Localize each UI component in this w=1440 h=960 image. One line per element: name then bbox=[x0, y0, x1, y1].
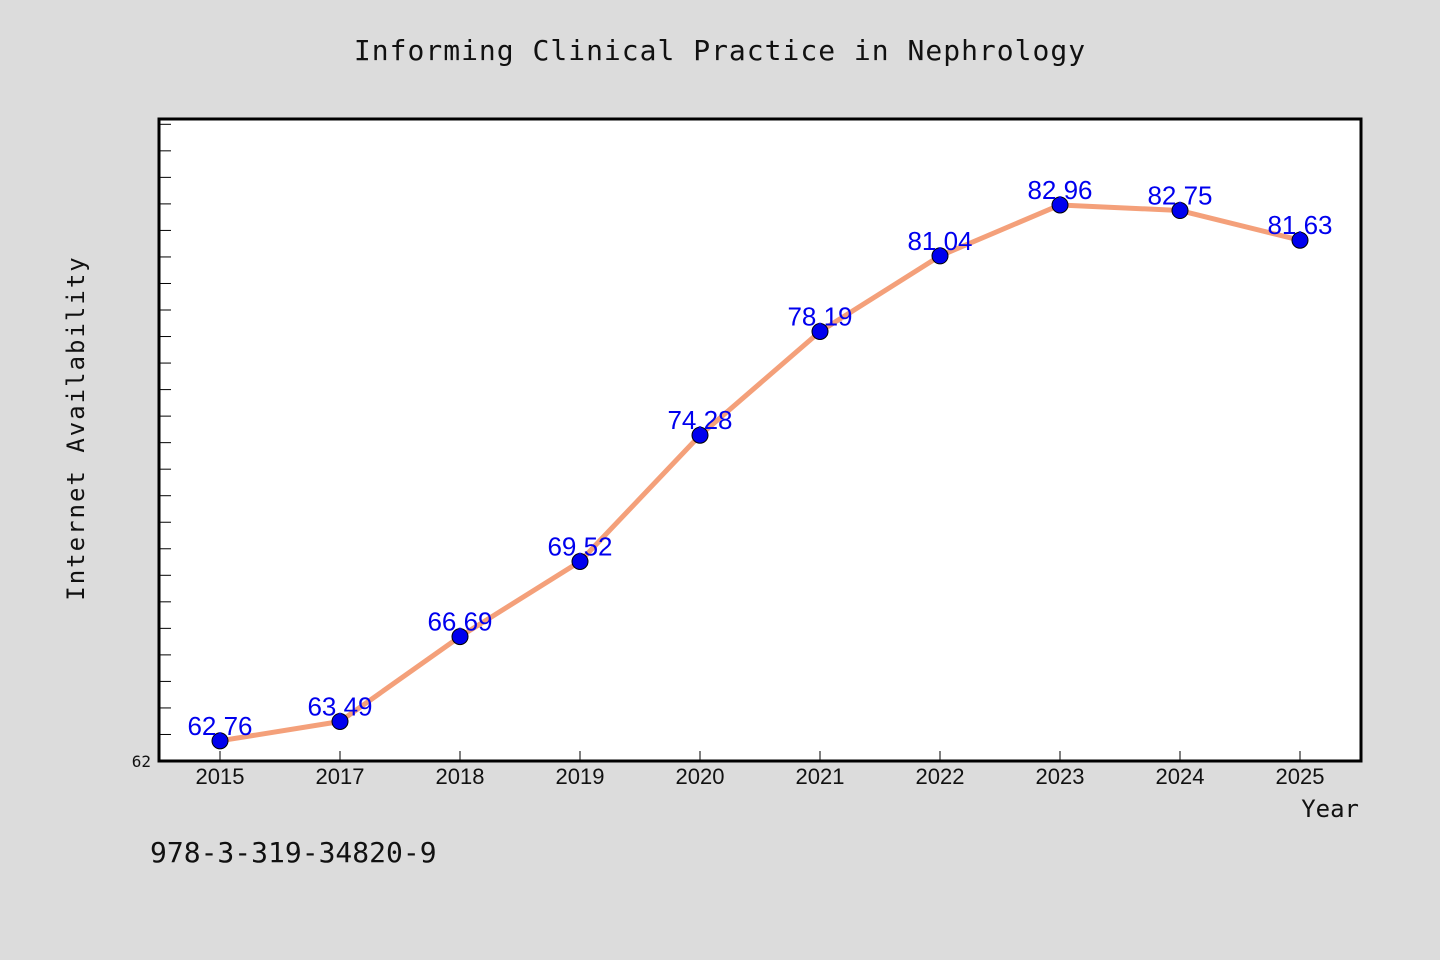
data-point bbox=[451, 628, 469, 646]
data-label: 82.75 bbox=[1147, 181, 1212, 211]
data-label: 82.96 bbox=[1027, 175, 1092, 205]
data-label: 74.28 bbox=[667, 405, 732, 435]
x-axis-label: Year bbox=[1301, 795, 1359, 823]
x-tick-label: 2021 bbox=[796, 764, 845, 789]
x-tick-label: 2015 bbox=[196, 764, 245, 789]
x-tick-label: 2020 bbox=[676, 764, 725, 789]
x-tick-label: 2025 bbox=[1276, 764, 1325, 789]
x-tick-label: 2017 bbox=[316, 764, 365, 789]
data-point bbox=[931, 247, 949, 265]
x-tick-label: 2024 bbox=[1156, 764, 1205, 789]
data-point bbox=[571, 553, 589, 571]
x-tick-label: 2018 bbox=[436, 764, 485, 789]
data-point bbox=[331, 712, 349, 730]
y-tick-label: 62 bbox=[132, 752, 151, 771]
x-tick-label: 2019 bbox=[556, 764, 605, 789]
data-label: 69.52 bbox=[547, 532, 612, 562]
data-point bbox=[1291, 231, 1309, 249]
series-line bbox=[217, 202, 1303, 744]
data-point bbox=[811, 322, 829, 340]
y-axis-label: Internet Availability bbox=[62, 255, 90, 600]
data-label: 66.69 bbox=[427, 607, 492, 637]
isbn-text: 978-3-319-34820-9 bbox=[150, 836, 437, 869]
x-tick-label: 2022 bbox=[916, 764, 965, 789]
x-tick-label: 2023 bbox=[1036, 764, 1085, 789]
plot-area bbox=[157, 117, 1363, 763]
data-label: 81.63 bbox=[1267, 210, 1332, 240]
data-label: 63.49 bbox=[307, 691, 372, 721]
data-label: 81.04 bbox=[907, 226, 972, 256]
data-point bbox=[211, 732, 229, 750]
data-point bbox=[691, 426, 709, 444]
data-point bbox=[1171, 202, 1189, 220]
chart-title: Informing Clinical Practice in Nephrolog… bbox=[353, 34, 1087, 67]
data-point bbox=[1051, 196, 1069, 214]
data-label: 62.76 bbox=[187, 711, 252, 741]
data-label: 78.19 bbox=[787, 301, 852, 331]
